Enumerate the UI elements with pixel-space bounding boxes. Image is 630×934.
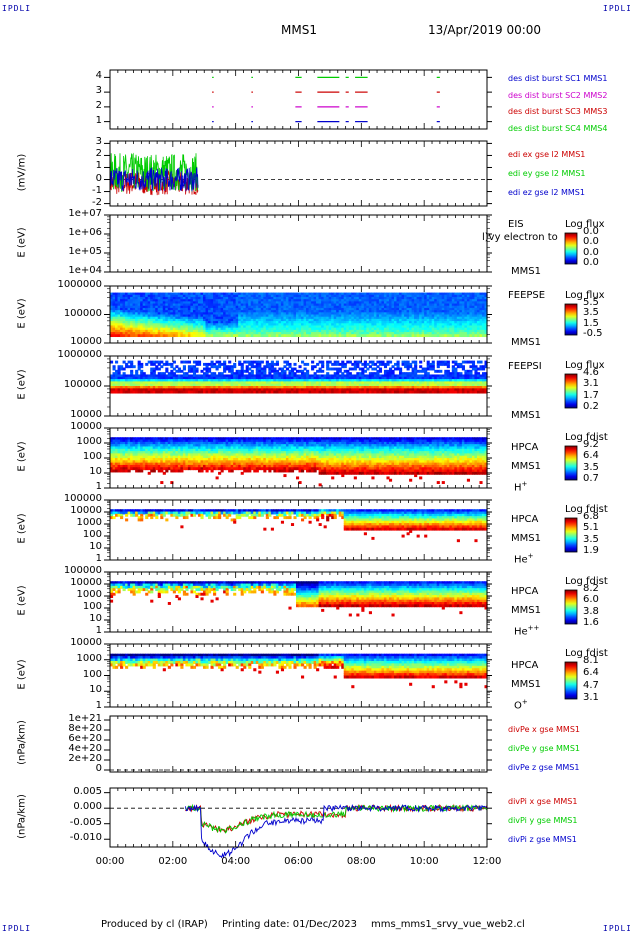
- heatmap-cell: [140, 365, 143, 368]
- heatmap-cell: [198, 363, 201, 366]
- heatmap-cell: [306, 363, 309, 366]
- colorbar: [565, 233, 577, 264]
- heatmap-cell: [115, 361, 118, 364]
- heatmap-cell: [419, 361, 422, 364]
- heatmap-cell: [293, 363, 296, 366]
- heatmap-cell: [188, 361, 191, 364]
- heatmap-cell: [299, 365, 302, 368]
- panel-0: [104, 70, 492, 129]
- heatmap-cell: [311, 361, 314, 364]
- heatmap-cell: [321, 365, 324, 368]
- heatmap-cell: [261, 361, 264, 364]
- panel-4: [104, 356, 577, 416]
- panel-frame: [110, 215, 487, 272]
- panel-2: [104, 215, 577, 272]
- heatmap-cell: [379, 370, 382, 373]
- heatmap-cell: [228, 361, 231, 364]
- heatmap-cell: [233, 365, 236, 368]
- heatmap-cell: [173, 361, 176, 364]
- heatmap-cell: [344, 365, 347, 368]
- heatmap-cell: [389, 361, 392, 364]
- colorbar: [565, 304, 577, 335]
- panel-frame: [110, 70, 487, 129]
- panel-1: [104, 141, 492, 206]
- heatmap-cell: [133, 365, 136, 368]
- heatmap-cell: [439, 370, 442, 373]
- heatmap-cell: [183, 368, 186, 371]
- heatmap-cell: [321, 370, 324, 373]
- panel-3: [104, 286, 577, 343]
- heatmap-cell: [195, 370, 198, 373]
- heatmap-cell: [276, 363, 279, 366]
